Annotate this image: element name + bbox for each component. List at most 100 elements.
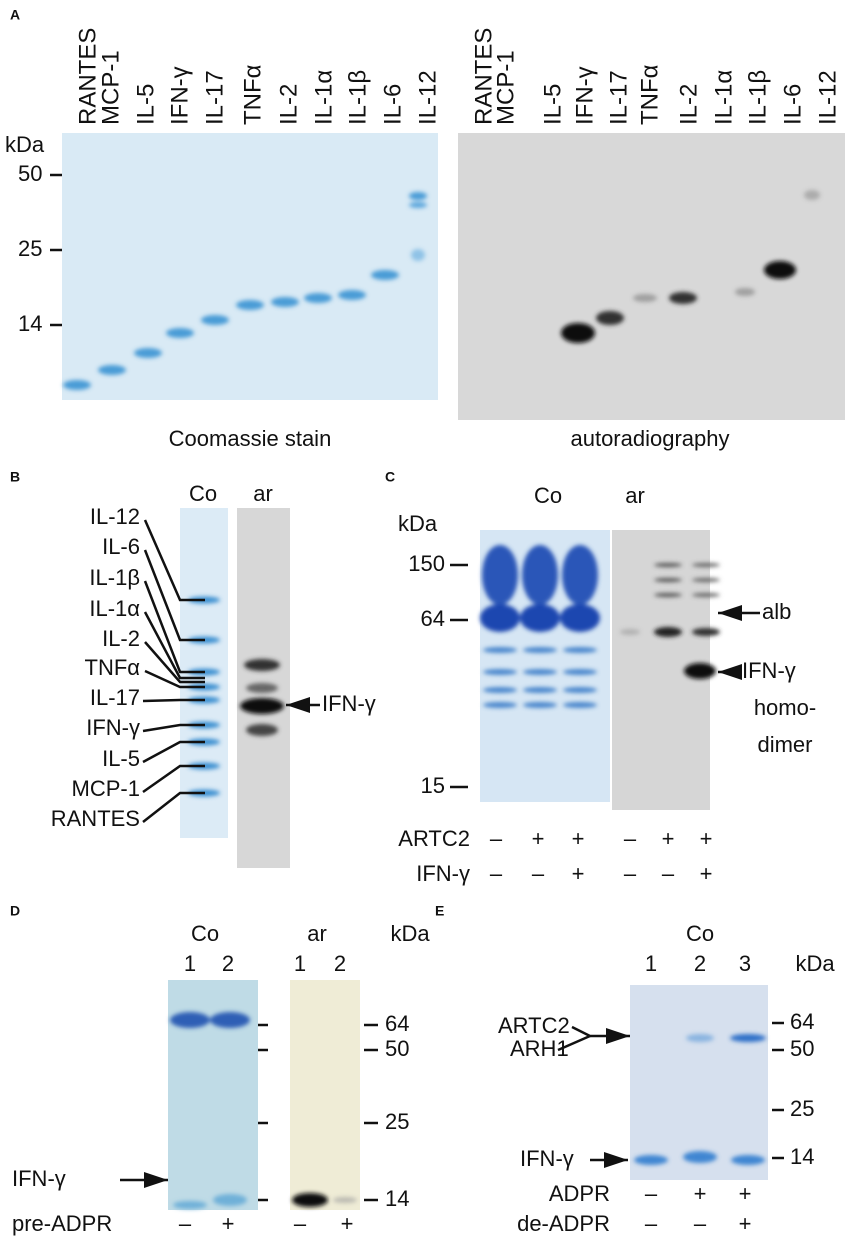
marker-label: 25 bbox=[18, 236, 42, 261]
band bbox=[173, 1201, 207, 1209]
row-label: de-ADPR bbox=[517, 1211, 610, 1236]
band bbox=[240, 698, 284, 714]
band bbox=[244, 659, 280, 671]
band bbox=[684, 663, 716, 679]
sign: – bbox=[694, 1211, 707, 1236]
bands bbox=[63, 190, 820, 1209]
arrowhead bbox=[718, 605, 742, 621]
row-label: IFN-γ bbox=[416, 861, 470, 886]
arrow-label: IFN-γ bbox=[12, 1166, 66, 1191]
label: ar bbox=[253, 481, 273, 506]
band bbox=[166, 328, 194, 338]
band bbox=[654, 563, 682, 567]
line bbox=[142, 791, 205, 823]
sign: + bbox=[700, 861, 713, 886]
line bbox=[143, 519, 205, 602]
arrow-label: IFN-γ bbox=[322, 691, 376, 716]
marker-label: 50 bbox=[790, 1036, 814, 1061]
band bbox=[692, 563, 720, 567]
sign: – bbox=[294, 1211, 307, 1236]
protein-label: IL-17 bbox=[90, 685, 140, 710]
line bbox=[142, 698, 205, 703]
band bbox=[633, 294, 657, 302]
row-label: pre-ADPR bbox=[12, 1211, 112, 1236]
band bbox=[563, 669, 597, 675]
lane-label: IL-12 bbox=[414, 70, 441, 125]
lane-label: RANTES bbox=[74, 28, 101, 125]
band bbox=[735, 288, 755, 296]
lane-label: IL-6 bbox=[779, 84, 806, 125]
marker-label: 25 bbox=[790, 1096, 814, 1121]
arrowhead bbox=[286, 697, 310, 713]
band bbox=[201, 315, 229, 325]
lane-label: MCP-1 bbox=[97, 50, 124, 125]
band bbox=[620, 629, 640, 635]
label: Co bbox=[189, 481, 217, 506]
band bbox=[271, 297, 299, 307]
annotation-lines bbox=[50, 173, 784, 1202]
band bbox=[730, 1034, 766, 1042]
line bbox=[142, 723, 205, 733]
lane-number: 3 bbox=[739, 951, 751, 976]
marker-label: 14 bbox=[18, 311, 42, 336]
arrow-label: ARTC2 bbox=[498, 1013, 570, 1038]
arrow-label: alb bbox=[762, 599, 791, 624]
protein-label: IL-2 bbox=[102, 626, 140, 651]
sign: + bbox=[341, 1211, 354, 1236]
lane-label: IL-5 bbox=[132, 84, 159, 125]
band bbox=[522, 545, 558, 605]
unit-label: kDa bbox=[5, 132, 45, 157]
sign: + bbox=[572, 826, 585, 851]
band bbox=[304, 293, 332, 303]
sign: – bbox=[645, 1181, 658, 1206]
lane-label: IL-5 bbox=[539, 84, 566, 125]
band bbox=[560, 604, 600, 632]
marker-label: 64 bbox=[385, 1011, 409, 1036]
band bbox=[692, 578, 720, 582]
line bbox=[143, 611, 205, 680]
band bbox=[371, 270, 399, 280]
lane-label: TNFα bbox=[636, 64, 663, 125]
arrowhead bbox=[718, 664, 742, 680]
band bbox=[409, 202, 427, 208]
band bbox=[634, 1155, 668, 1165]
line bbox=[142, 764, 205, 794]
marker-label: 25 bbox=[385, 1109, 409, 1134]
lane-number: 2 bbox=[222, 951, 234, 976]
band bbox=[669, 292, 697, 304]
protein-label: IL-12 bbox=[90, 504, 140, 529]
sign: + bbox=[739, 1211, 752, 1236]
protein-label: MCP-1 bbox=[72, 776, 140, 801]
lane-label: IL-2 bbox=[275, 84, 302, 125]
band bbox=[482, 545, 518, 605]
line bbox=[143, 580, 205, 674]
label: ar bbox=[307, 921, 327, 946]
marker-label: 14 bbox=[790, 1144, 814, 1169]
line bbox=[144, 669, 205, 689]
arrow-label: IFN-γ bbox=[520, 1146, 574, 1171]
band bbox=[523, 669, 557, 675]
band bbox=[236, 300, 264, 310]
lane-label: RANTES bbox=[470, 28, 497, 125]
band bbox=[170, 1012, 210, 1028]
band bbox=[246, 683, 278, 693]
lane-number: 2 bbox=[334, 951, 346, 976]
protein-label: IL-1α bbox=[89, 596, 140, 621]
lane-label: IL-1α bbox=[710, 70, 737, 125]
label: Co bbox=[191, 921, 219, 946]
marker-label: 14 bbox=[385, 1186, 409, 1211]
band bbox=[134, 348, 162, 358]
lane-label: IFN-γ bbox=[166, 66, 193, 125]
sign: + bbox=[222, 1211, 235, 1236]
sign: – bbox=[179, 1211, 192, 1236]
band bbox=[563, 702, 597, 708]
sign: + bbox=[739, 1181, 752, 1206]
lane-label: IL-12 bbox=[814, 70, 841, 125]
sign: – bbox=[645, 1211, 658, 1236]
sign: + bbox=[694, 1181, 707, 1206]
gel bbox=[290, 980, 360, 1210]
panel-label: B bbox=[10, 469, 20, 485]
band bbox=[523, 702, 557, 708]
panel-label: A bbox=[10, 7, 20, 23]
